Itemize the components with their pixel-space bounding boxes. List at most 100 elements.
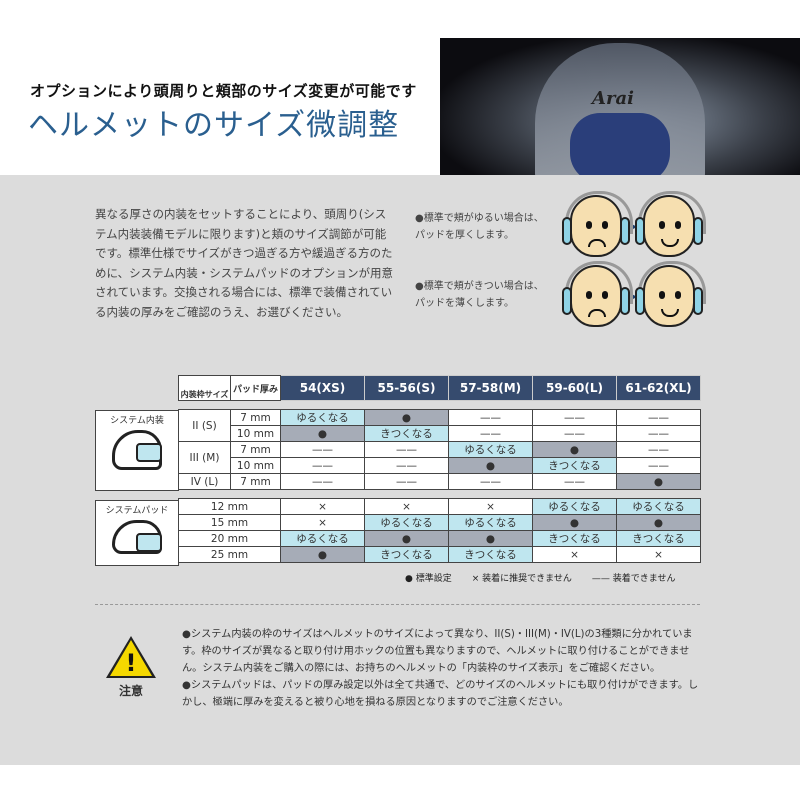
gap-cell — [179, 401, 231, 410]
caution-text: ●システム内装の枠のサイズはヘルメットのサイズによって異なり、II(S)・III… — [182, 626, 707, 711]
table-row: 10 mm ● きつくなる —— —— —— — [179, 425, 701, 442]
note-line: ●標準で頬がゆるい場合は、 — [415, 213, 544, 224]
table-row: II (S) 7 mm ゆるくなる ● —— —— —— — [178, 409, 701, 442]
helmet-icon — [112, 520, 162, 554]
table-cell: きつくなる — [448, 546, 533, 563]
table-cell: きつくなる — [532, 457, 617, 474]
table-cell: ゆるくなる — [280, 409, 365, 426]
table-cell: —— — [280, 441, 365, 458]
table-cell: —— — [364, 473, 449, 490]
divider — [95, 604, 700, 605]
table-row: 10 mm —— —— ● きつくなる —— — [179, 457, 701, 474]
face-loose-illustration: ▶ — [562, 191, 707, 257]
table-cell: ゆるくなる — [280, 530, 365, 547]
table-cell: ゆるくなる — [364, 514, 449, 531]
table-cell: × — [280, 498, 365, 515]
system-pad-label: システムパッド — [95, 500, 179, 566]
table-cell: —— — [616, 457, 701, 474]
table-cell: ● — [280, 425, 365, 442]
table-cell: —— — [532, 409, 617, 426]
table-cell: きつくなる — [364, 546, 449, 563]
table-legend: ● 標準設定 × 装着に推奨できません —— 装着できません — [405, 571, 675, 584]
table-cell: ● — [616, 473, 701, 490]
table-cell: ● — [364, 409, 449, 426]
table-cell: ゆるくなる — [532, 498, 617, 515]
caution-line: ●システム内装の枠のサイズはヘルメットのサイズによって異なり、II(S)・III… — [182, 629, 693, 674]
table-row: 25 mm ● きつくなる きつくなる × × — [178, 546, 701, 563]
legend-not-recommended: × 装着に推奨できません — [471, 574, 572, 584]
column-header: 57-58(M) — [448, 375, 533, 401]
size-table: 内装枠サイズ パッド厚み 54(XS) 55-56(S) 57-58(M) 59-60(L… — [178, 375, 701, 563]
frame-size-cell: IV (L) — [178, 473, 231, 490]
header: オプションにより頭周りと頬部のサイズ変更が可能です ヘルメットのサイズ微調整 A… — [0, 0, 800, 175]
pad-thickness-cell: 10 mm — [230, 425, 281, 442]
table-cell: × — [448, 498, 533, 515]
table-cell: ● — [448, 457, 533, 474]
row-gap — [179, 401, 701, 410]
note-loose: ●標準で頬がゆるい場合は、 パッドを厚くします。 — [415, 210, 565, 244]
table-cell: ゆるくなる — [616, 498, 701, 515]
table-header-row: 内装枠サイズ パッド厚み 54(XS) 55-56(S) 57-58(M) 59-60(L… — [178, 375, 701, 401]
table-cell: —— — [364, 457, 449, 474]
caution-line: ●システムパッドは、パッドの厚み設定以外は全て共通で、どのサイズのヘルメットにも… — [182, 680, 699, 708]
table-cell: —— — [616, 425, 701, 442]
face-tight-illustration: ▶ — [562, 261, 707, 327]
note-line: ●標準で頬がきつい場合は、 — [415, 281, 544, 292]
pad-thickness-cell: 20 mm — [178, 530, 281, 547]
section-label: システムパッド — [105, 506, 169, 516]
table-row: 12 mm × × × ゆるくなる ゆるくなる — [178, 498, 701, 515]
table-cell: ● — [364, 530, 449, 547]
note-line: パッドを厚くします。 — [415, 230, 514, 241]
sad-face-icon — [562, 261, 633, 327]
table-cell: × — [616, 546, 701, 563]
table-cell: きつくなる — [532, 530, 617, 547]
intro-text: 異なる厚さの内装をセットすることにより、頭周り(システム内装装備モデルに限ります… — [95, 207, 393, 319]
table-cell: × — [280, 514, 365, 531]
table-row: 20 mm ゆるくなる ● ● きつくなる きつくなる — [178, 530, 701, 547]
table-cell: きつくなる — [364, 425, 449, 442]
pad-thickness-cell: 12 mm — [178, 498, 281, 515]
table-cell: —— — [448, 473, 533, 490]
pad-thickness-cell: 7 mm — [230, 409, 281, 426]
caution-label: 注意 — [118, 684, 143, 698]
corner-frame-size: 内装枠サイズ — [178, 375, 231, 401]
table-cell: —— — [616, 409, 701, 426]
pad-thickness-cell: 7 mm — [230, 473, 281, 490]
table-cell: ● — [616, 514, 701, 531]
table-cell: ● — [532, 441, 617, 458]
note-line: パッドを薄くします。 — [415, 298, 514, 309]
column-header: 59-60(L) — [532, 375, 617, 401]
note-tight: ●標準で頬がきつい場合は、 パッドを薄くします。 — [415, 278, 565, 312]
table-cell: × — [364, 498, 449, 515]
frame-size-cell: III (M) — [178, 441, 231, 474]
table-cell: —— — [280, 473, 365, 490]
legend-standard: ● 標準設定 — [405, 574, 452, 584]
table-cell: —— — [448, 409, 533, 426]
pad-thickness-cell: 15 mm — [178, 514, 281, 531]
helmet-photo: Arai — [440, 38, 800, 175]
gap-cell — [179, 490, 231, 499]
table-cell: —— — [364, 441, 449, 458]
helmet-logo: Arai — [592, 88, 634, 109]
table-row: 15 mm × ゆるくなる ゆるくなる ● ● — [178, 514, 701, 531]
pad-thickness-cell: 7 mm — [230, 441, 281, 458]
table-cell: ゆるくなる — [448, 441, 533, 458]
subtitle: オプションにより頭周りと頬部のサイズ変更が可能です — [30, 82, 417, 100]
legend-not-fit: —— 装着できません — [591, 574, 676, 584]
sad-face-icon — [562, 191, 633, 257]
happy-face-icon — [635, 261, 707, 327]
table-row: IV (L) 7 mm —— —— —— —— ● — [178, 473, 701, 490]
table-cell: ● — [532, 514, 617, 531]
table-cell: —— — [280, 457, 365, 474]
warning-icon: 注意 — [106, 636, 156, 699]
column-header: 54(XS) — [280, 375, 365, 401]
happy-face-icon — [635, 191, 707, 257]
pad-thickness-cell: 10 mm — [230, 457, 281, 474]
row-gap — [179, 490, 701, 499]
column-header: 61-62(XL) — [616, 375, 701, 401]
column-header: 55-56(S) — [364, 375, 449, 401]
section-label: システム内装 — [110, 416, 164, 426]
table-cell: きつくなる — [616, 530, 701, 547]
table-cell: ● — [448, 530, 533, 547]
table-cell: ゆるくなる — [448, 514, 533, 531]
